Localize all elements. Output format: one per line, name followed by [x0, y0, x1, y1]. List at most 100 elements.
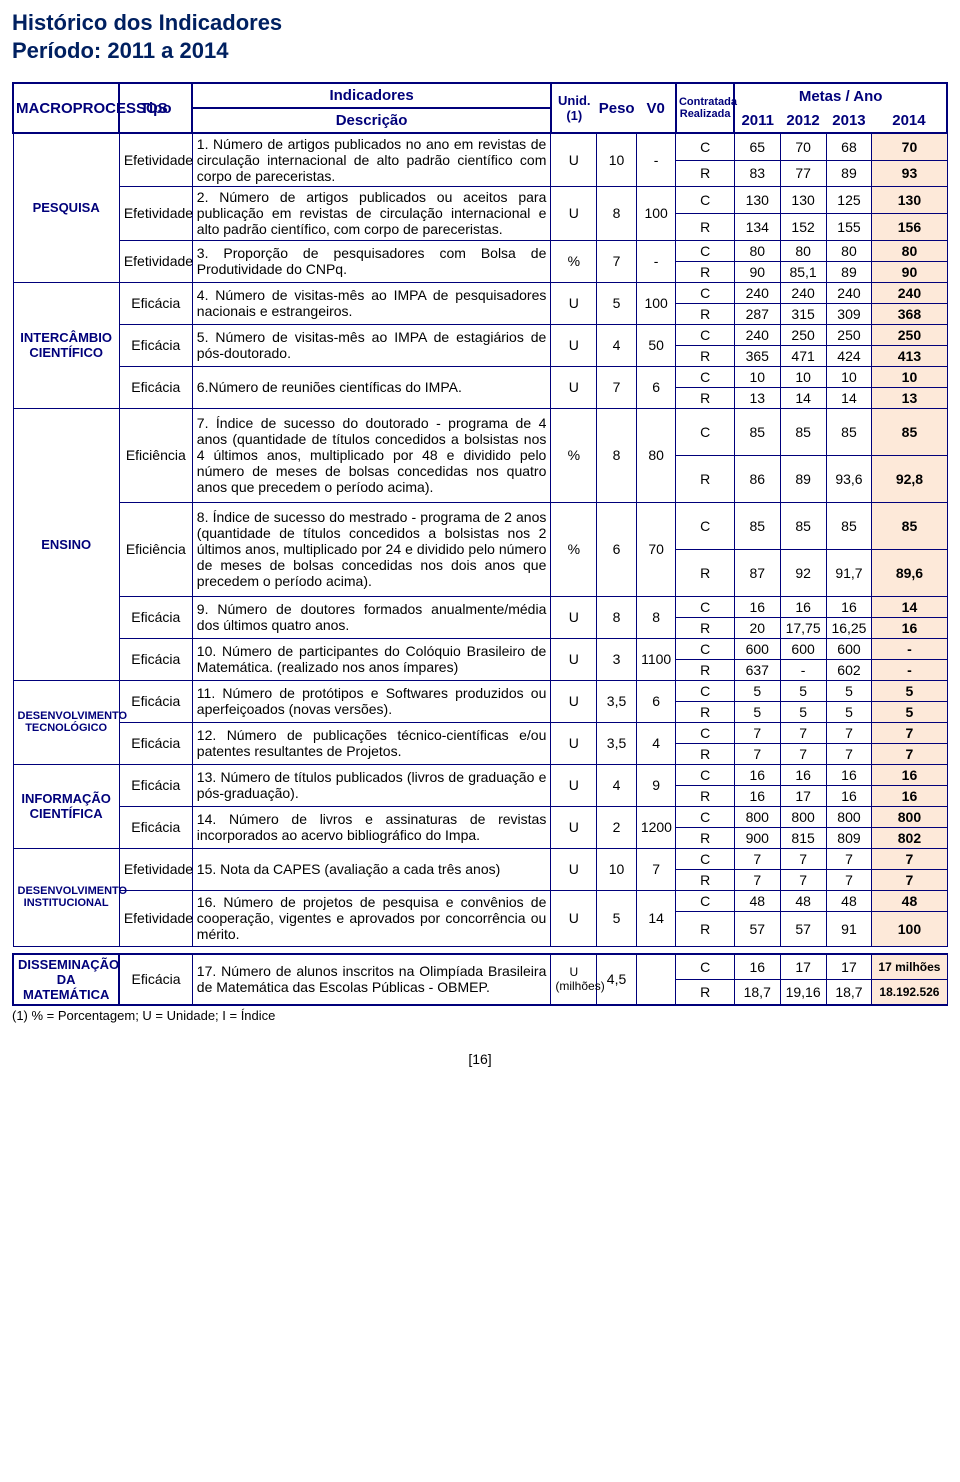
v-2: 100	[636, 187, 676, 240]
cr-13r: R	[676, 785, 734, 806]
r8r3: 91,7	[826, 549, 872, 596]
u-12: U	[551, 722, 597, 764]
u-1: U	[551, 133, 597, 187]
tipo-4: Eficácia	[119, 282, 192, 324]
r4r3: 309	[826, 303, 872, 324]
r7r3: 93,6	[826, 455, 872, 502]
r6r3: 14	[826, 387, 872, 408]
u-4: U	[551, 282, 597, 324]
r13c2: 16	[780, 764, 826, 785]
u-9: U	[551, 596, 597, 638]
r13r2: 17	[780, 785, 826, 806]
r12r3: 7	[826, 743, 872, 764]
u-14: U	[551, 806, 597, 848]
r3c1: 80	[734, 240, 780, 261]
cr-1r: R	[676, 160, 734, 187]
macro-inst: DESENVOLVIMENTO INSTITUCIONAL	[13, 848, 119, 946]
macro-pesquisa: PESQUISA	[13, 133, 119, 282]
r8c3: 85	[826, 502, 872, 549]
r6c1: 10	[734, 366, 780, 387]
r9r4: 16	[872, 617, 947, 638]
desc-6: 6.Número de reuniões científicas do IMPA…	[192, 366, 551, 408]
cr-5r: R	[676, 345, 734, 366]
r2r4: 156	[872, 213, 947, 240]
v-17	[636, 954, 676, 1005]
r8c4: 85	[872, 502, 947, 549]
r3r2: 85,1	[780, 261, 826, 282]
r13c3: 16	[826, 764, 872, 785]
r6c4: 10	[872, 366, 947, 387]
r6r1: 13	[734, 387, 780, 408]
r11r2: 5	[780, 701, 826, 722]
r2r1: 134	[734, 213, 780, 240]
r16c4: 48	[872, 890, 947, 911]
p-7: 8	[597, 408, 637, 502]
cr-16r: R	[676, 911, 734, 946]
u-17: U (milhões)	[551, 954, 597, 1005]
r15r1: 7	[734, 869, 780, 890]
macro-ensino: ENSINO	[13, 408, 119, 680]
r4r2: 315	[780, 303, 826, 324]
p-3: 7	[597, 240, 637, 282]
v-15: 7	[636, 848, 676, 890]
desc-3: 3. Proporção de pesquisadores com Bolsa …	[192, 240, 551, 282]
r14c1: 800	[734, 806, 780, 827]
r1r3: 89	[826, 160, 872, 187]
r7r2: 89	[780, 455, 826, 502]
r17c2: 17	[780, 954, 826, 980]
r16c1: 48	[734, 890, 780, 911]
cr-8c: C	[676, 502, 734, 549]
r12c3: 7	[826, 722, 872, 743]
cr-11r: R	[676, 701, 734, 722]
tipo-5: Eficácia	[119, 324, 192, 366]
r2c4: 130	[872, 187, 947, 214]
r15r2: 7	[780, 869, 826, 890]
cr-13c: C	[676, 764, 734, 785]
r17r2: 19,16	[780, 979, 826, 1005]
r12r2: 7	[780, 743, 826, 764]
r9r2: 17,75	[780, 617, 826, 638]
col-y4: 2014	[872, 108, 947, 133]
p-16: 5	[597, 890, 637, 946]
r11c2: 5	[780, 680, 826, 701]
r5c3: 250	[826, 324, 872, 345]
r16r1: 57	[734, 911, 780, 946]
r9c3: 16	[826, 596, 872, 617]
r14c4: 800	[872, 806, 947, 827]
r8r2: 92	[780, 549, 826, 596]
tipo-11: Eficácia	[119, 680, 192, 722]
r14c2: 800	[780, 806, 826, 827]
v-12: 4	[636, 722, 676, 764]
r8r4: 89,6	[872, 549, 947, 596]
r7c2: 85	[780, 408, 826, 455]
u-10: U	[551, 638, 597, 680]
r10r3: 602	[826, 659, 872, 680]
macro-inf: INFORMAÇÃO CIENTÍFICA	[13, 764, 119, 848]
cr-14r: R	[676, 827, 734, 848]
tipo-6: Eficácia	[119, 366, 192, 408]
r13c4: 16	[872, 764, 947, 785]
col-ind: Indicadores	[192, 83, 551, 108]
v-3: -	[636, 240, 676, 282]
cr-17c: C	[676, 954, 734, 980]
r15c1: 7	[734, 848, 780, 869]
r10c2: 600	[780, 638, 826, 659]
r10c1: 600	[734, 638, 780, 659]
r2r2: 152	[780, 213, 826, 240]
r3r4: 90	[872, 261, 947, 282]
v-8: 70	[636, 502, 676, 596]
cr-17r: R	[676, 979, 734, 1005]
r1c4: 70	[872, 133, 947, 160]
r16r3: 91	[826, 911, 872, 946]
r1c1: 65	[734, 133, 780, 160]
v-10: 1100	[636, 638, 676, 680]
col-unid: Unid. (1)	[551, 83, 597, 133]
r2c1: 130	[734, 187, 780, 214]
cr-2r: R	[676, 213, 734, 240]
page-title-2: Período: 2011 a 2014	[12, 38, 948, 64]
v-13: 9	[636, 764, 676, 806]
macro-interc: INTERCÂMBIO CIENTÍFICO	[13, 282, 119, 408]
r11c3: 5	[826, 680, 872, 701]
p-4: 5	[597, 282, 637, 324]
cr-7r: R	[676, 455, 734, 502]
